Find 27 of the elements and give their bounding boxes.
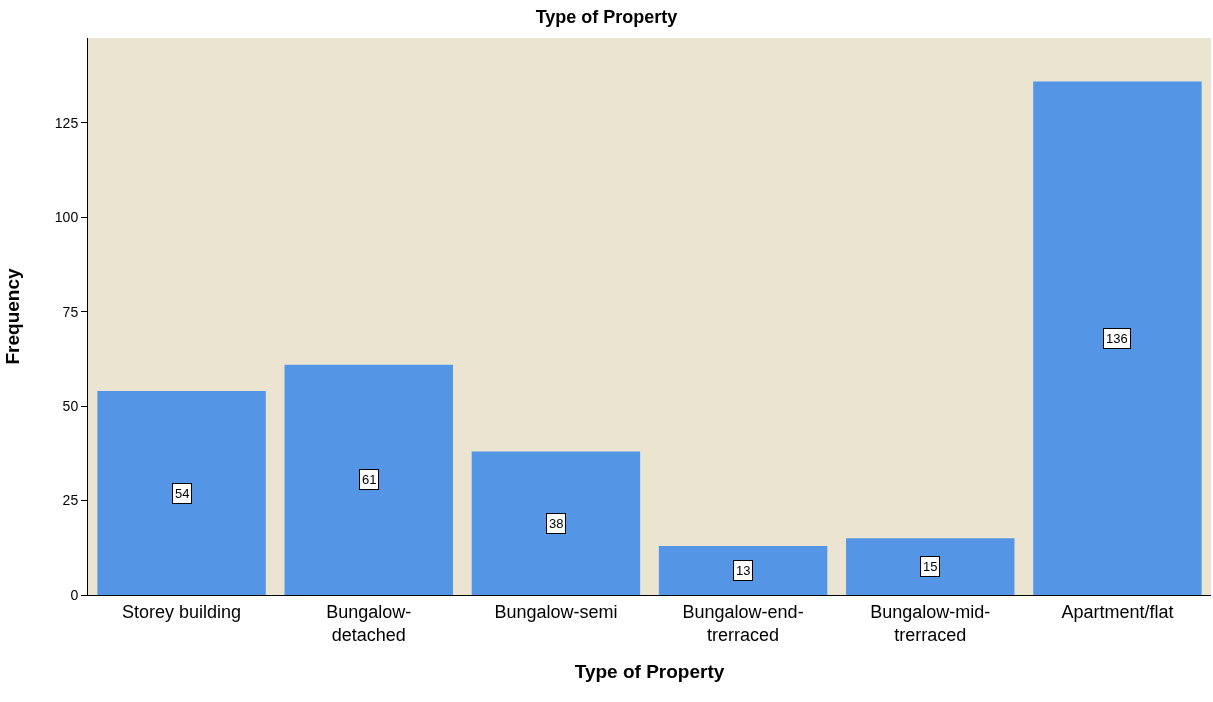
chart-title: Type of Property (535, 7, 678, 28)
x-tick-label: Bungalow-detached (326, 601, 412, 645)
data-label: 13 (736, 563, 751, 578)
y-tick-label: 0 (70, 586, 79, 603)
data-label: 38 (549, 516, 564, 531)
x-tick-label: Apartment/flat (1061, 601, 1174, 622)
x-tick-label: Bungalow-end-trerraced (682, 601, 804, 645)
bar (284, 364, 453, 595)
bar (97, 391, 266, 595)
y-tick-label: 50 (62, 398, 79, 415)
data-label: 61 (362, 472, 377, 487)
x-axis-title: Type of Property (574, 660, 725, 682)
y-tick-label: 100 (54, 209, 79, 226)
x-tick-label: Bungalow-semi (494, 601, 618, 622)
y-tick-label: 125 (54, 114, 79, 131)
y-axis-title: Frequency (1, 268, 23, 365)
bar (658, 545, 828, 595)
data-label: 15 (923, 559, 938, 574)
x-tick-label: Storey building (122, 601, 242, 622)
y-tick-label: 75 (62, 303, 79, 320)
data-label: 54 (175, 486, 190, 501)
y-tick-label: 25 (62, 492, 79, 509)
x-tick-label: Bungalow-mid-trerraced (870, 601, 991, 645)
bar (471, 451, 641, 595)
data-label: 136 (1106, 331, 1128, 346)
bar (846, 538, 1015, 595)
bar (1033, 81, 1202, 595)
